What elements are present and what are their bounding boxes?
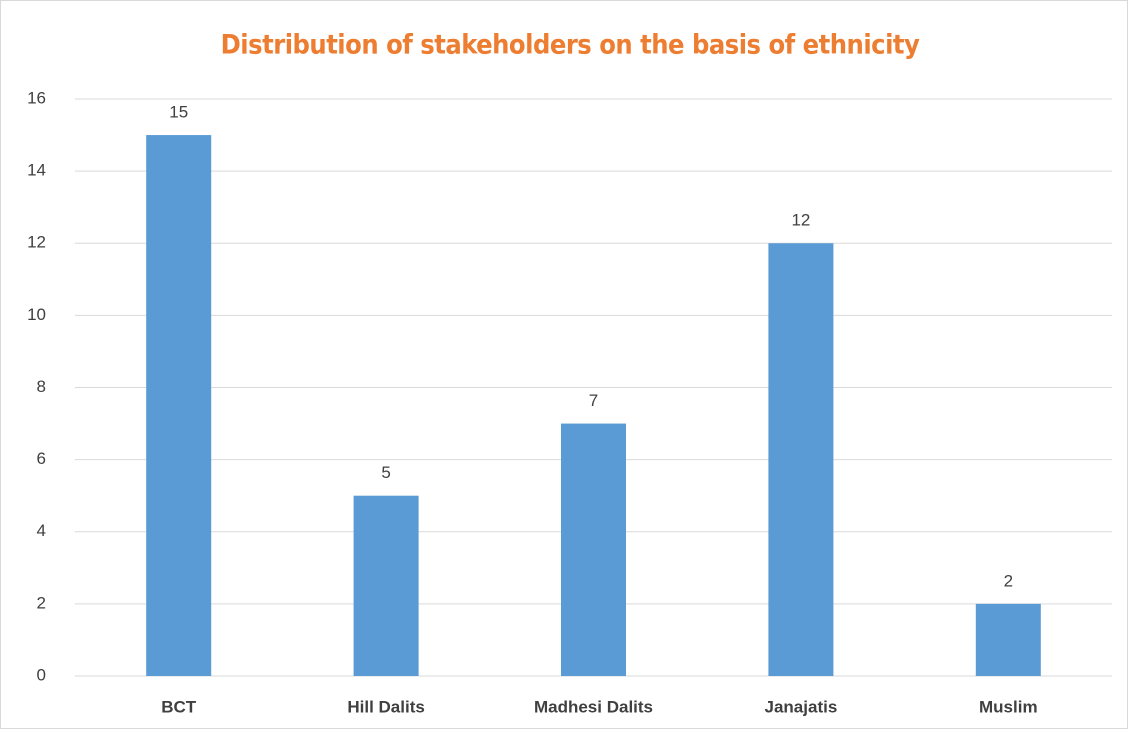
- data-label: 7: [589, 391, 598, 410]
- y-tick-label: 12: [27, 233, 46, 252]
- x-tick-label: Muslim: [979, 697, 1038, 716]
- y-tick-label: 2: [37, 593, 46, 612]
- data-label: 2: [1004, 571, 1013, 590]
- y-tick-label: 4: [37, 521, 46, 540]
- x-tick-label: BCT: [161, 697, 197, 716]
- y-tick-label: 10: [27, 305, 46, 324]
- chart-title: Distribution of stakeholders on the basi…: [221, 30, 920, 61]
- data-label: 5: [381, 463, 390, 482]
- y-tick-label: 8: [37, 377, 46, 396]
- bar: [146, 135, 212, 676]
- data-label: 12: [791, 211, 810, 230]
- bar: [975, 603, 1041, 676]
- x-tick-label: Madhesi Dalits: [534, 697, 653, 716]
- bar: [768, 243, 834, 676]
- x-tick-label: Janajatis: [765, 697, 838, 716]
- bar: [353, 495, 419, 676]
- y-tick-label: 14: [27, 161, 46, 180]
- y-tick-label: 16: [27, 88, 46, 107]
- y-tick-label: 6: [37, 449, 46, 468]
- x-tick-label: Hill Dalits: [347, 697, 424, 716]
- y-tick-label: 0: [37, 665, 46, 684]
- data-label: 15: [169, 103, 188, 122]
- bar: [561, 423, 626, 676]
